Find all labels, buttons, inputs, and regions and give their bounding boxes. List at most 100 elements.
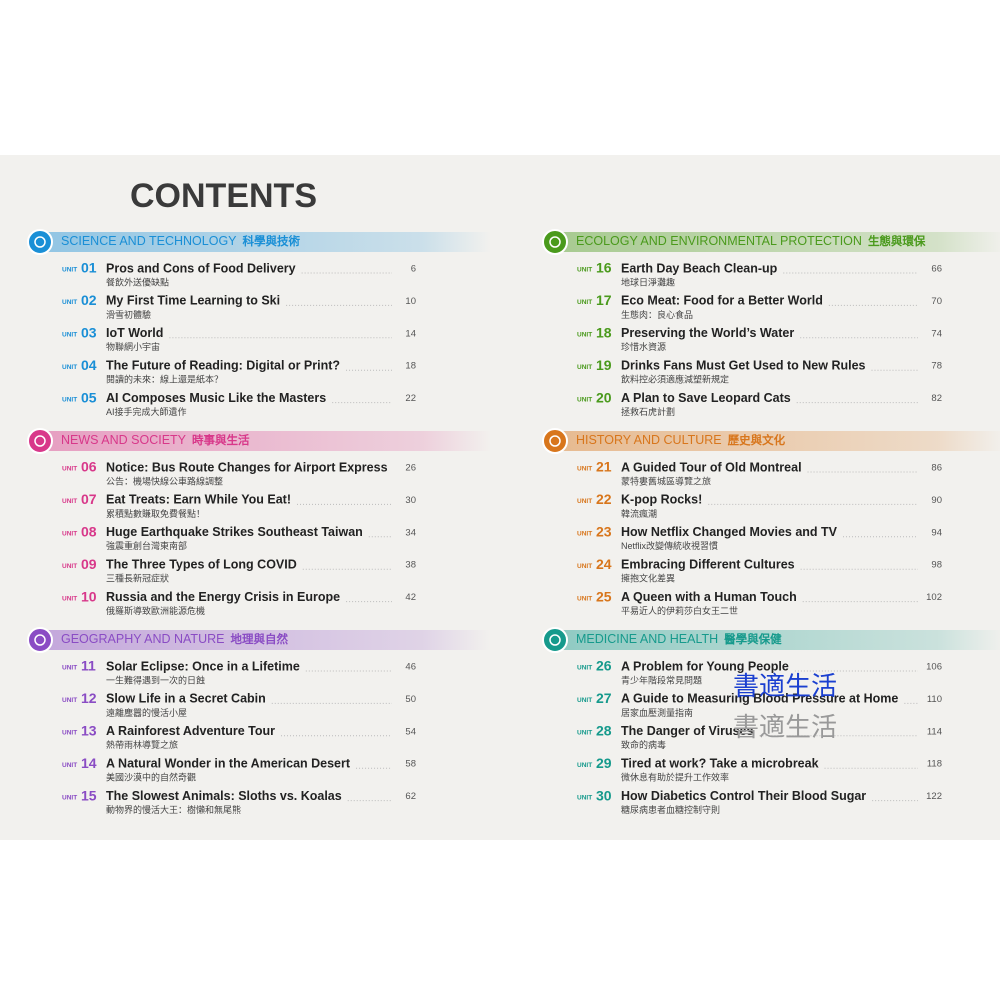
unit-label: UNIT <box>62 794 77 801</box>
unit-title: Eco Meat: Food for a Better World <box>621 294 823 308</box>
page-number: 86 <box>931 463 942 474</box>
unit-label: UNIT <box>62 762 77 769</box>
unit-subtitle: 滑雪初體驗 <box>106 309 151 320</box>
section-banner <box>36 232 491 252</box>
unit-title: My First Time Learning to Ski <box>106 294 280 308</box>
section-icon <box>27 627 53 653</box>
page-number: 46 <box>405 662 416 673</box>
page-number: 58 <box>405 759 416 770</box>
unit-label: UNIT <box>577 299 592 306</box>
page-number: 10 <box>405 296 416 307</box>
unit-subtitle: 糖尿病患者血糖控制守則 <box>621 804 720 815</box>
section: HISTORY AND CULTURE 歷史與文化 UNIT 21 A Guided T… <box>542 428 1000 616</box>
page-number: 122 <box>926 791 942 802</box>
unit-label: UNIT <box>62 563 77 570</box>
page-number: 78 <box>931 361 942 372</box>
unit-number: 28 <box>596 723 612 739</box>
section-icon-inner <box>34 236 46 248</box>
unit-number: 15 <box>81 787 97 803</box>
section-icon <box>542 627 568 653</box>
unit-subtitle: 韓流瘋潮 <box>621 508 657 519</box>
section-name-zh: 醫學與保健 <box>724 632 782 646</box>
section-title: ECOLOGY AND ENVIRONMENTAL PROTECTION 生態與環… <box>576 234 926 248</box>
section: NEWS AND SOCIETY 時事與生活 UNIT 06 Notice: Bus R… <box>27 428 491 616</box>
unit-number: 21 <box>596 459 612 475</box>
page-number: 90 <box>931 495 942 506</box>
unit-subtitle: 微休息有助於提升工作效率 <box>621 772 729 783</box>
unit-title: Solar Eclipse: Once in a Lifetime <box>106 659 300 673</box>
unit-subtitle: 珍惜水資源 <box>621 341 666 352</box>
section: GEOGRAPHY AND NATURE 地理與自然 UNIT 11 Solar Ecl… <box>27 627 491 815</box>
unit-subtitle: 拯救石虎計劃 <box>621 406 675 417</box>
unit-subtitle: 擁抱文化差異 <box>621 573 675 584</box>
section-banner <box>36 431 491 451</box>
unit-number: 27 <box>596 690 612 706</box>
section-icon <box>27 428 53 454</box>
section-name: HISTORY AND CULTURE <box>576 433 722 447</box>
unit-subtitle: 閱讀的未來：線上還是紙本？ <box>106 374 223 385</box>
contents-title: CONTENTS <box>130 177 317 215</box>
unit-title: Notice: Bus Route Changes for Airport Ex… <box>106 460 388 474</box>
unit-title: How Netflix Changed Movies and TV <box>621 525 838 539</box>
unit-label: UNIT <box>577 595 592 602</box>
section-title: HISTORY AND CULTURE 歷史與文化 <box>576 433 786 447</box>
unit-number: 02 <box>81 292 97 308</box>
page-number: 22 <box>405 393 416 404</box>
unit-subtitle: 累積點數賺取免費餐點！ <box>106 508 205 519</box>
section-banner <box>551 232 1000 252</box>
section: ECOLOGY AND ENVIRONMENTAL PROTECTION 生態與環… <box>542 229 1000 417</box>
unit-title: A Guided Tour of Old Montreal <box>621 460 802 474</box>
unit-title: Embracing Different Cultures <box>621 557 795 571</box>
unit-label: UNIT <box>62 299 77 306</box>
unit-number: 19 <box>596 357 612 373</box>
unit-title: A Problem for Young People <box>621 659 789 673</box>
section-title: GEOGRAPHY AND NATURE 地理與自然 <box>61 632 288 646</box>
unit-subtitle: 公告：機場快線公車路線調整 <box>106 475 223 486</box>
unit-label: UNIT <box>62 498 77 505</box>
unit-label: UNIT <box>62 364 77 371</box>
unit-subtitle: 熱帶雨林導覽之旅 <box>106 739 178 750</box>
watermark: 書適生活 <box>733 672 837 702</box>
unit-title: Pros and Cons of Food Delivery <box>106 261 296 275</box>
unit-title: K-pop Rocks! <box>621 493 702 507</box>
page-number: 54 <box>405 726 416 737</box>
unit-number: 23 <box>596 524 612 540</box>
section-icon-inner <box>549 634 561 646</box>
page-number: 106 <box>926 662 942 673</box>
unit-label: UNIT <box>62 697 77 704</box>
unit-label: UNIT <box>62 665 77 672</box>
unit-title: Eat Treats: Earn While You Eat! <box>106 493 291 507</box>
section-icon-inner <box>549 236 561 248</box>
section-name-zh: 生態與環保 <box>868 234 926 248</box>
unit-label: UNIT <box>62 267 77 274</box>
unit-number: 18 <box>596 325 612 341</box>
unit-title: A Plan to Save Leopard Cats <box>621 391 791 405</box>
section-name-zh: 歷史與文化 <box>728 433 786 447</box>
page-number: 34 <box>405 527 416 538</box>
unit-title: IoT World <box>106 326 163 340</box>
unit-title: The Slowest Animals: Sloths vs. Koalas <box>106 789 342 803</box>
unit-number: 05 <box>81 389 97 405</box>
page-number: 114 <box>927 726 942 737</box>
unit-number: 06 <box>81 459 97 475</box>
section-name: ECOLOGY AND ENVIRONMENTAL PROTECTION <box>576 234 862 248</box>
unit-subtitle: 俄羅斯導致歐洲能源危機 <box>106 605 205 616</box>
unit-title: Huge Earthquake Strikes Southeast Taiwan <box>106 525 363 539</box>
page-number: 110 <box>927 694 942 705</box>
unit-label: UNIT <box>577 466 592 473</box>
unit-title: Earth Day Beach Clean-up <box>621 261 778 275</box>
unit-number: 10 <box>81 588 97 604</box>
section-icon-inner <box>549 435 561 447</box>
unit-subtitle: 遠離塵囂的慢活小屋 <box>106 707 187 718</box>
unit-number: 25 <box>596 588 612 604</box>
page-number: 14 <box>405 328 416 339</box>
unit-subtitle: 飲料控必須適應減塑新規定 <box>621 374 729 385</box>
unit-label: UNIT <box>577 762 592 769</box>
section-title: NEWS AND SOCIETY 時事與生活 <box>61 433 250 447</box>
unit-label: UNIT <box>577 730 592 737</box>
unit-number: 08 <box>81 524 97 540</box>
section-banner <box>551 431 1000 451</box>
page-number: 38 <box>405 560 416 571</box>
section-title: MEDICINE AND HEALTH 醫學與保健 <box>576 632 782 646</box>
